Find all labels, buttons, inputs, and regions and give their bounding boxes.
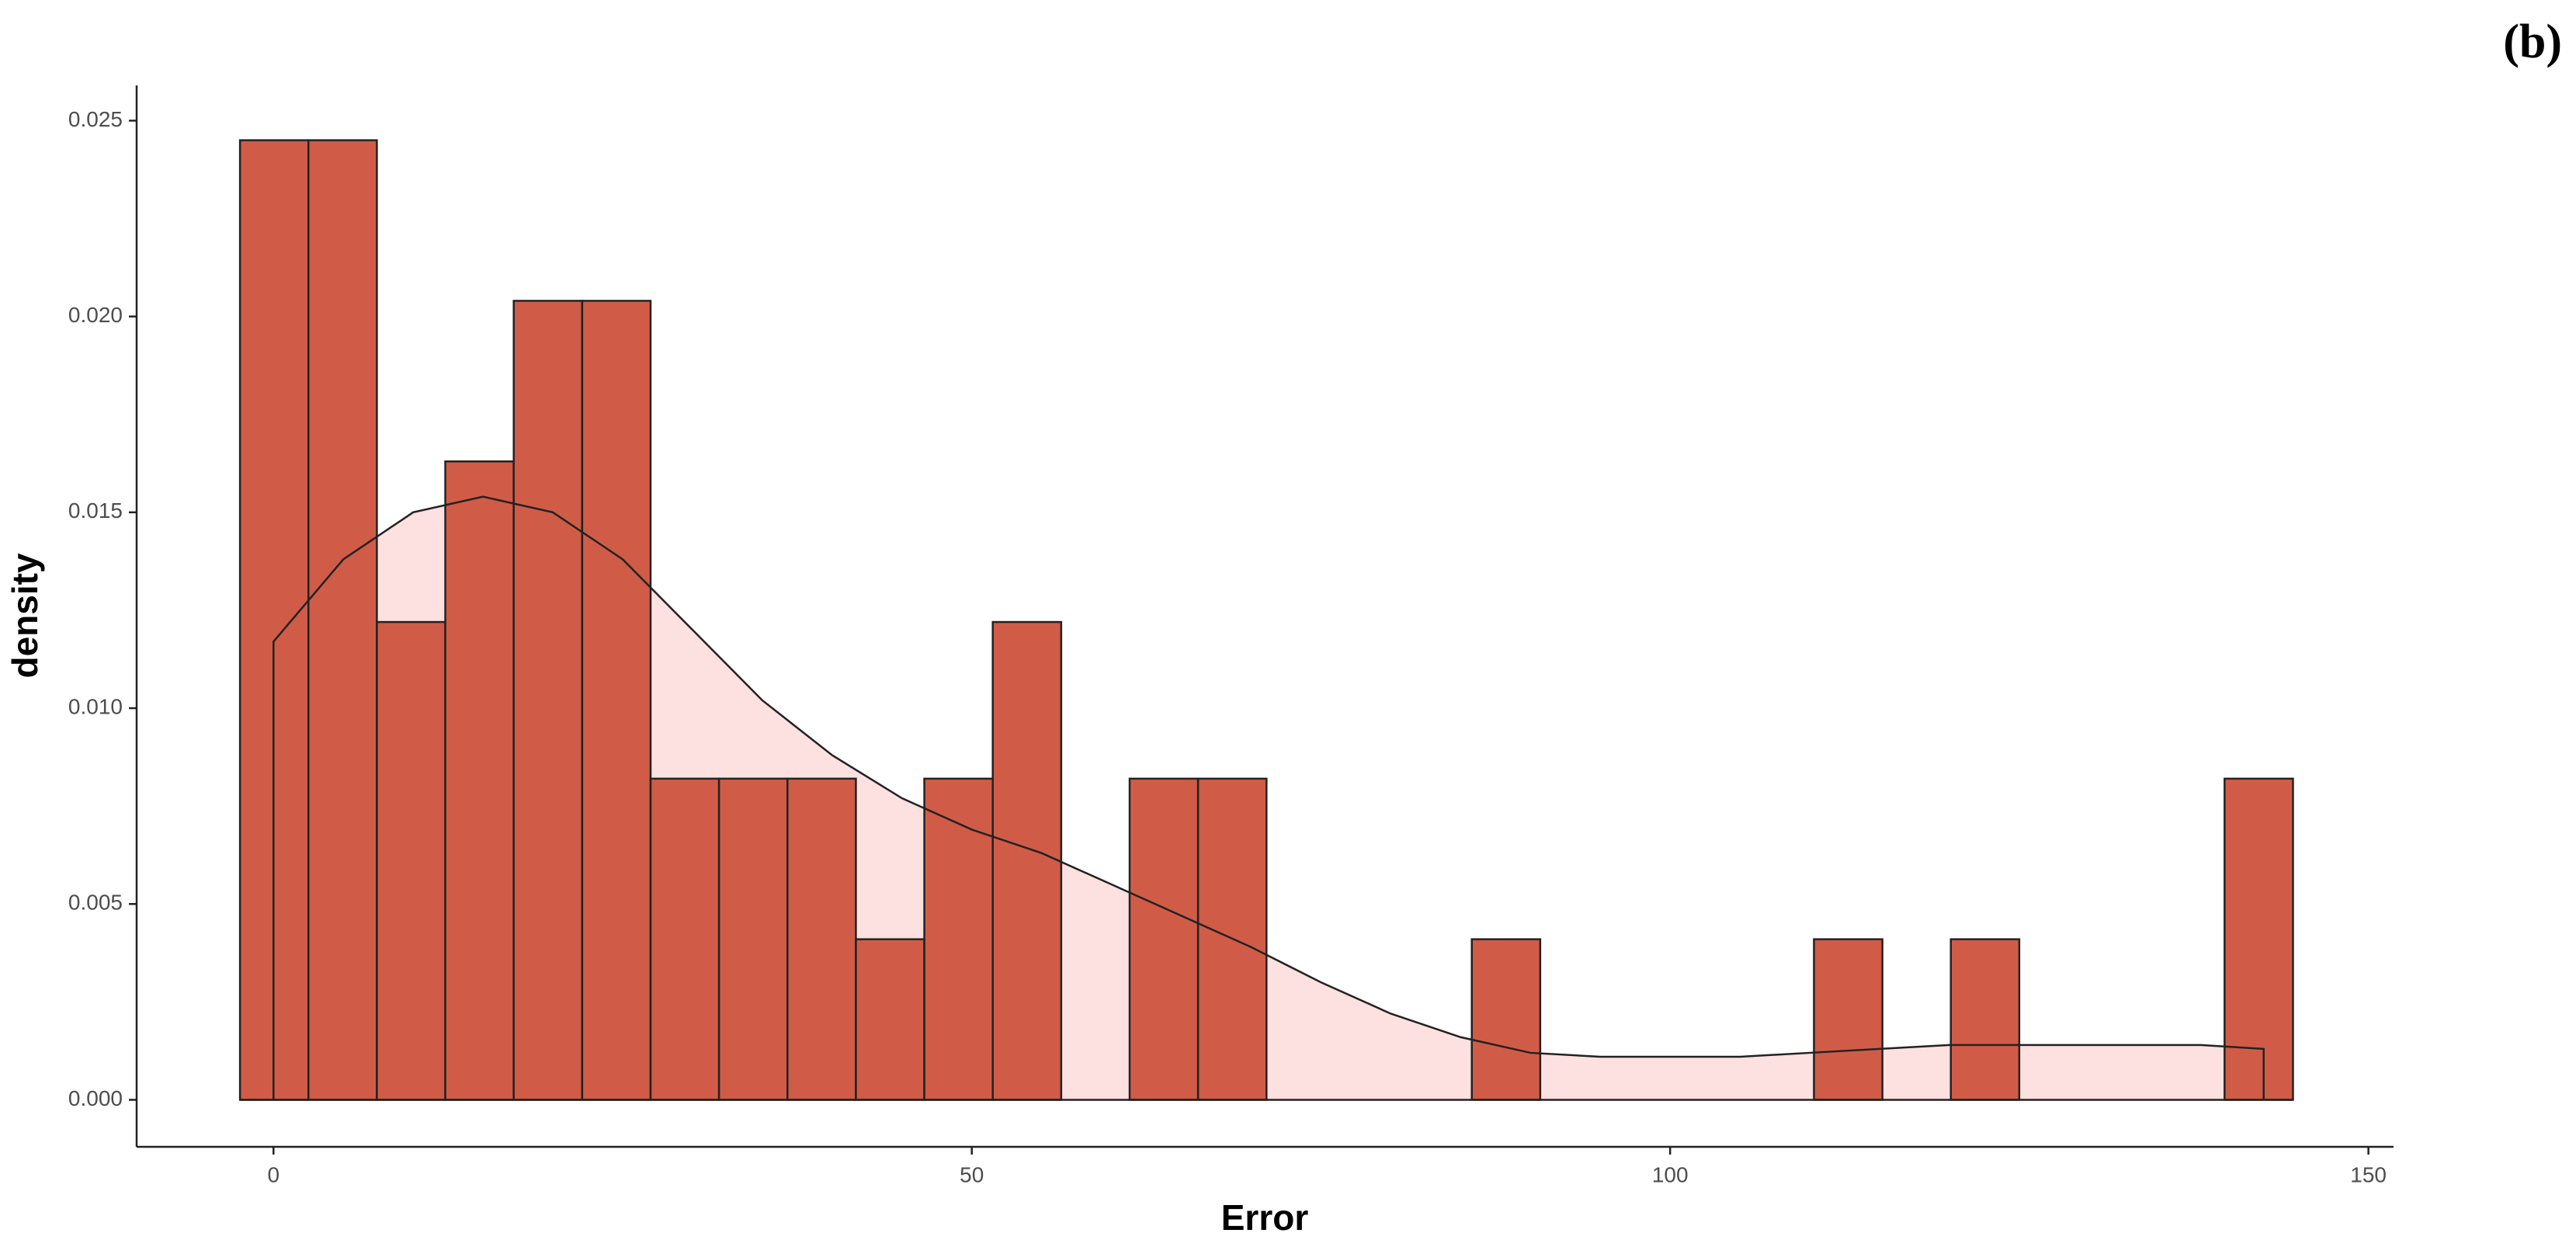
y-axis-title: density bbox=[5, 553, 45, 678]
y-tick-label: 0.020 bbox=[68, 303, 123, 327]
x-axis-title: Error bbox=[1221, 1197, 1309, 1238]
bar bbox=[786, 777, 857, 1101]
x-tick-label: 100 bbox=[1652, 1162, 1689, 1186]
bar bbox=[1470, 938, 1542, 1101]
bar bbox=[2224, 777, 2294, 1101]
panel-label: (b) bbox=[2503, 16, 2562, 68]
bar bbox=[444, 460, 515, 1101]
bar bbox=[1949, 938, 2021, 1101]
density-line bbox=[273, 495, 2265, 1100]
bar bbox=[991, 620, 1063, 1101]
y-tick-label: 0.010 bbox=[68, 694, 123, 718]
bar bbox=[649, 777, 720, 1101]
x-tick-label: 50 bbox=[960, 1162, 984, 1186]
bar bbox=[307, 139, 378, 1101]
x-tick-label: 150 bbox=[2350, 1162, 2387, 1186]
bar bbox=[855, 938, 925, 1101]
bar bbox=[717, 777, 789, 1101]
bar bbox=[581, 300, 652, 1101]
bar bbox=[923, 777, 994, 1101]
y-tick-label: 0.025 bbox=[68, 107, 123, 131]
bar bbox=[1813, 938, 1883, 1101]
x-tick-label: 0 bbox=[268, 1162, 280, 1186]
y-tick-label: 0.000 bbox=[68, 1086, 123, 1110]
bar bbox=[512, 300, 584, 1101]
y-tick-label: 0.015 bbox=[68, 498, 123, 523]
bar bbox=[1128, 777, 1199, 1101]
y-tick-label: 0.005 bbox=[68, 891, 123, 915]
bar bbox=[376, 620, 446, 1101]
